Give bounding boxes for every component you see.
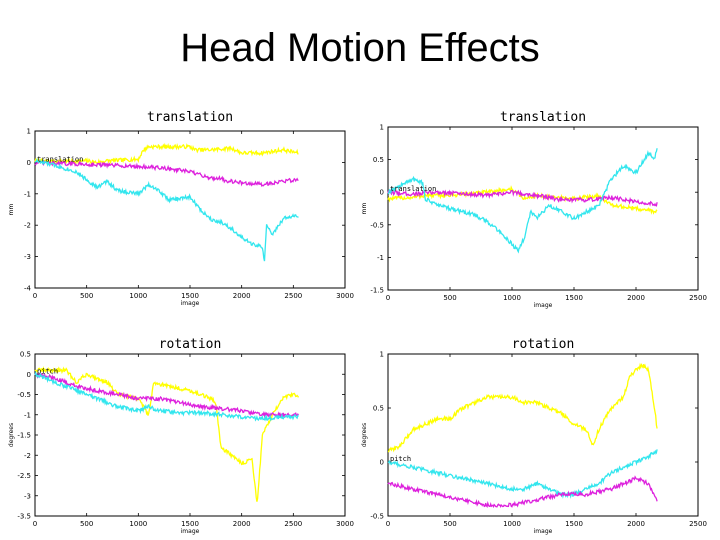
- chart-panel-top-right: translation 0 500 1000 1500 2000 2500 1 0.5 0 -0.5…: [360, 105, 720, 310]
- y-tick-label: 0: [27, 371, 31, 379]
- y-axis-label: degrees: [8, 423, 15, 447]
- chart-title: rotation: [512, 337, 575, 352]
- x-tick-label: 0: [33, 292, 37, 300]
- y-tick-label: -4: [24, 285, 32, 293]
- series-line-yellow: [34, 365, 300, 502]
- series-line-cyan: [35, 157, 299, 262]
- series-line-cyan: [34, 370, 299, 422]
- chart-title: rotation: [159, 337, 222, 352]
- y-tick-label: 0.5: [20, 351, 31, 359]
- y-tick-label: 0.5: [373, 405, 384, 413]
- y-tick-label: -0.5: [17, 391, 31, 399]
- chart-title: translation: [500, 110, 586, 125]
- x-tick-label: 2000: [233, 520, 251, 528]
- y-tick-label: 1: [27, 128, 31, 136]
- y-axis-label: mm: [361, 203, 368, 215]
- chart-panel-bottom-right: rotation 0 500 1000 1500 2000 2500 1 0.5 0 -0.5 ima…: [360, 332, 720, 537]
- x-tick-label: 1000: [503, 520, 521, 528]
- y-tick-label: -0.5: [370, 513, 384, 521]
- series-line-cyan: [387, 449, 658, 499]
- y-tick-label: 0: [380, 189, 384, 197]
- translation-chart-left: translation 0 500 1000 1500 2000 2500 3000 1 0 -1 -…: [8, 110, 354, 307]
- chart-panel-top-left: translation 0 500 1000 1500 2000 2500 3000 1 0 -1 -…: [0, 105, 360, 310]
- rotation-chart-left: rotation 0 500 1000 1500 2000 2500 3000 0.5 0 -0.5…: [8, 337, 354, 535]
- translation-chart-right: translation 0 500 1000 1500 2000 2500 1 0.5 0 -0.5…: [361, 110, 707, 309]
- chart-title: translation: [147, 110, 233, 125]
- legend-label: translation: [37, 155, 83, 163]
- y-tick-label: -3.5: [17, 513, 31, 521]
- x-axis-label: image: [534, 302, 553, 309]
- series-line-yellow: [387, 362, 658, 453]
- series-line-magenta: [387, 475, 658, 509]
- series-line-yellow: [387, 185, 658, 215]
- series-line-yellow: [34, 142, 299, 166]
- x-tick-label: 1500: [181, 520, 199, 528]
- y-tick-label: 0: [380, 459, 384, 467]
- y-tick-label: 0.5: [373, 156, 384, 164]
- chart-panel-bottom-left: rotation 0 500 1000 1500 2000 2500 3000 0.5 0 -0.5…: [0, 332, 360, 537]
- y-tick-label: -0.5: [370, 221, 384, 229]
- y-tick-label: 1: [380, 124, 384, 132]
- legend-label: translation: [390, 185, 436, 193]
- plot-area: [387, 353, 699, 517]
- x-tick-label: 0: [386, 520, 390, 528]
- y-axis-label: degrees: [361, 423, 368, 447]
- x-tick-label: 500: [80, 292, 93, 300]
- y-tick-label: -3: [24, 492, 31, 500]
- x-tick-label: 500: [443, 520, 456, 528]
- series-line-magenta: [34, 159, 299, 187]
- y-tick-label: -1: [377, 254, 384, 262]
- x-tick-label: 1500: [565, 294, 583, 302]
- x-tick-label: 1000: [129, 520, 147, 528]
- x-tick-label: 3000: [336, 292, 354, 300]
- x-tick-label: 500: [80, 520, 93, 528]
- legend-label: pitch: [37, 367, 58, 375]
- x-tick-label: 2500: [284, 292, 302, 300]
- x-tick-label: 1000: [503, 294, 521, 302]
- x-tick-label: 0: [33, 520, 37, 528]
- y-tick-label: -1.5: [370, 287, 384, 295]
- x-tick-label: 2000: [233, 292, 251, 300]
- y-tick-label: -1.5: [17, 432, 31, 440]
- plot-area: [387, 126, 699, 291]
- plot-area: [34, 353, 346, 517]
- y-tick-label: -1: [24, 190, 31, 198]
- y-tick-label: -2: [24, 452, 31, 460]
- x-tick-label: 2000: [627, 520, 645, 528]
- legend-label: pitch: [390, 455, 411, 463]
- x-tick-label: 2000: [627, 294, 645, 302]
- x-tick-label: 2500: [689, 294, 707, 302]
- slide-title: Head Motion Effects: [180, 26, 540, 70]
- x-axis-label: image: [181, 300, 200, 307]
- x-tick-label: 500: [443, 294, 456, 302]
- x-tick-label: 3000: [336, 520, 354, 528]
- x-tick-label: 1500: [181, 292, 199, 300]
- y-tick-label: -2: [24, 222, 31, 230]
- series-line-cyan: [387, 148, 658, 254]
- series-line-magenta: [387, 189, 658, 207]
- x-tick-label: 0: [386, 294, 390, 302]
- x-tick-label: 1000: [129, 292, 147, 300]
- x-axis-label: image: [181, 528, 200, 535]
- series-line-magenta: [34, 372, 299, 420]
- y-tick-label: 1: [380, 351, 384, 359]
- y-tick-label: -2.5: [17, 472, 31, 480]
- x-tick-label: 2500: [284, 520, 302, 528]
- y-tick-label: -3: [24, 253, 31, 261]
- y-tick-label: 0: [27, 159, 31, 167]
- y-axis-label: mm: [8, 204, 15, 216]
- x-tick-label: 2500: [689, 520, 707, 528]
- x-axis-label: image: [534, 528, 553, 535]
- y-tick-label: -1: [24, 411, 31, 419]
- plot-area: [34, 130, 346, 289]
- x-tick-label: 1500: [565, 520, 583, 528]
